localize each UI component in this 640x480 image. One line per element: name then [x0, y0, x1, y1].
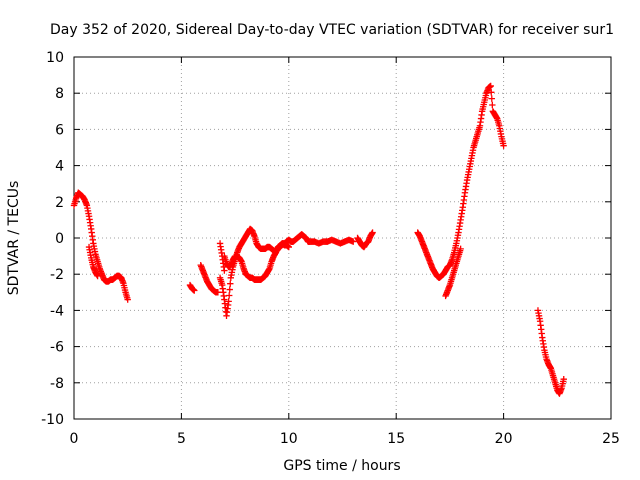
y-tick-labels: -10 -8 -6 -4 -2 0 2 4 6 8 10 [41, 50, 64, 428]
series-seg2 [186, 281, 198, 294]
x-axis-label: GPS time / hours [283, 458, 400, 474]
data-point [94, 272, 101, 280]
series-seg4 [216, 225, 357, 320]
data-point [227, 280, 234, 287]
data-point [221, 267, 228, 274]
series-seg1b [85, 243, 101, 280]
series-seg6 [414, 82, 507, 282]
y-tick-label: 2 [55, 195, 64, 211]
data-point [487, 82, 494, 90]
data-point [214, 289, 222, 296]
series-seg3 [197, 261, 222, 296]
data-point [226, 286, 233, 293]
y-tick-label: -2 [50, 267, 64, 283]
data-point [225, 292, 233, 299]
data-points [70, 82, 567, 397]
y-tick-label: 4 [55, 159, 64, 175]
data-point [488, 95, 495, 102]
grid [74, 57, 611, 419]
data-point [457, 245, 464, 253]
data-point [285, 243, 292, 251]
y-tick-label: -6 [50, 340, 64, 356]
series-seg1 [70, 189, 131, 303]
y-tick-label: 10 [46, 50, 64, 66]
y-tick-label: 6 [55, 122, 64, 138]
series-seg5 [354, 229, 376, 251]
series-seg7 [534, 307, 567, 397]
y-tick-label: -8 [50, 376, 64, 392]
axis-ticks [73, 56, 612, 420]
series-seg4c [216, 240, 228, 274]
y-tick-label: 8 [55, 86, 64, 102]
x-tick-label: 5 [177, 431, 186, 447]
y-tick-label: 0 [55, 231, 64, 247]
x-tick-label: 10 [280, 431, 298, 447]
data-point [191, 287, 198, 294]
series-seg4b [221, 240, 292, 283]
x-tick-label: 25 [602, 431, 620, 447]
data-point [560, 375, 567, 383]
y-axis-label: SDTVAR / TECUs [6, 181, 22, 296]
x-tick-label: 0 [70, 431, 79, 447]
data-point [488, 89, 495, 96]
data-point [369, 229, 376, 236]
data-point [124, 296, 131, 303]
x-tick-labels: 0 5 10 15 20 25 [70, 431, 620, 447]
x-tick-label: 20 [495, 431, 513, 447]
y-tick-label: -4 [50, 303, 64, 319]
data-point [489, 101, 496, 109]
y-tick-label: -10 [41, 412, 64, 428]
series-seg6b [442, 245, 464, 300]
data-point [350, 238, 357, 245]
data-point [500, 142, 507, 149]
x-tick-label: 15 [387, 431, 405, 447]
chart-title: Day 352 of 2020, Sidereal Day-to-day VTE… [50, 22, 614, 38]
data-point [225, 298, 232, 305]
